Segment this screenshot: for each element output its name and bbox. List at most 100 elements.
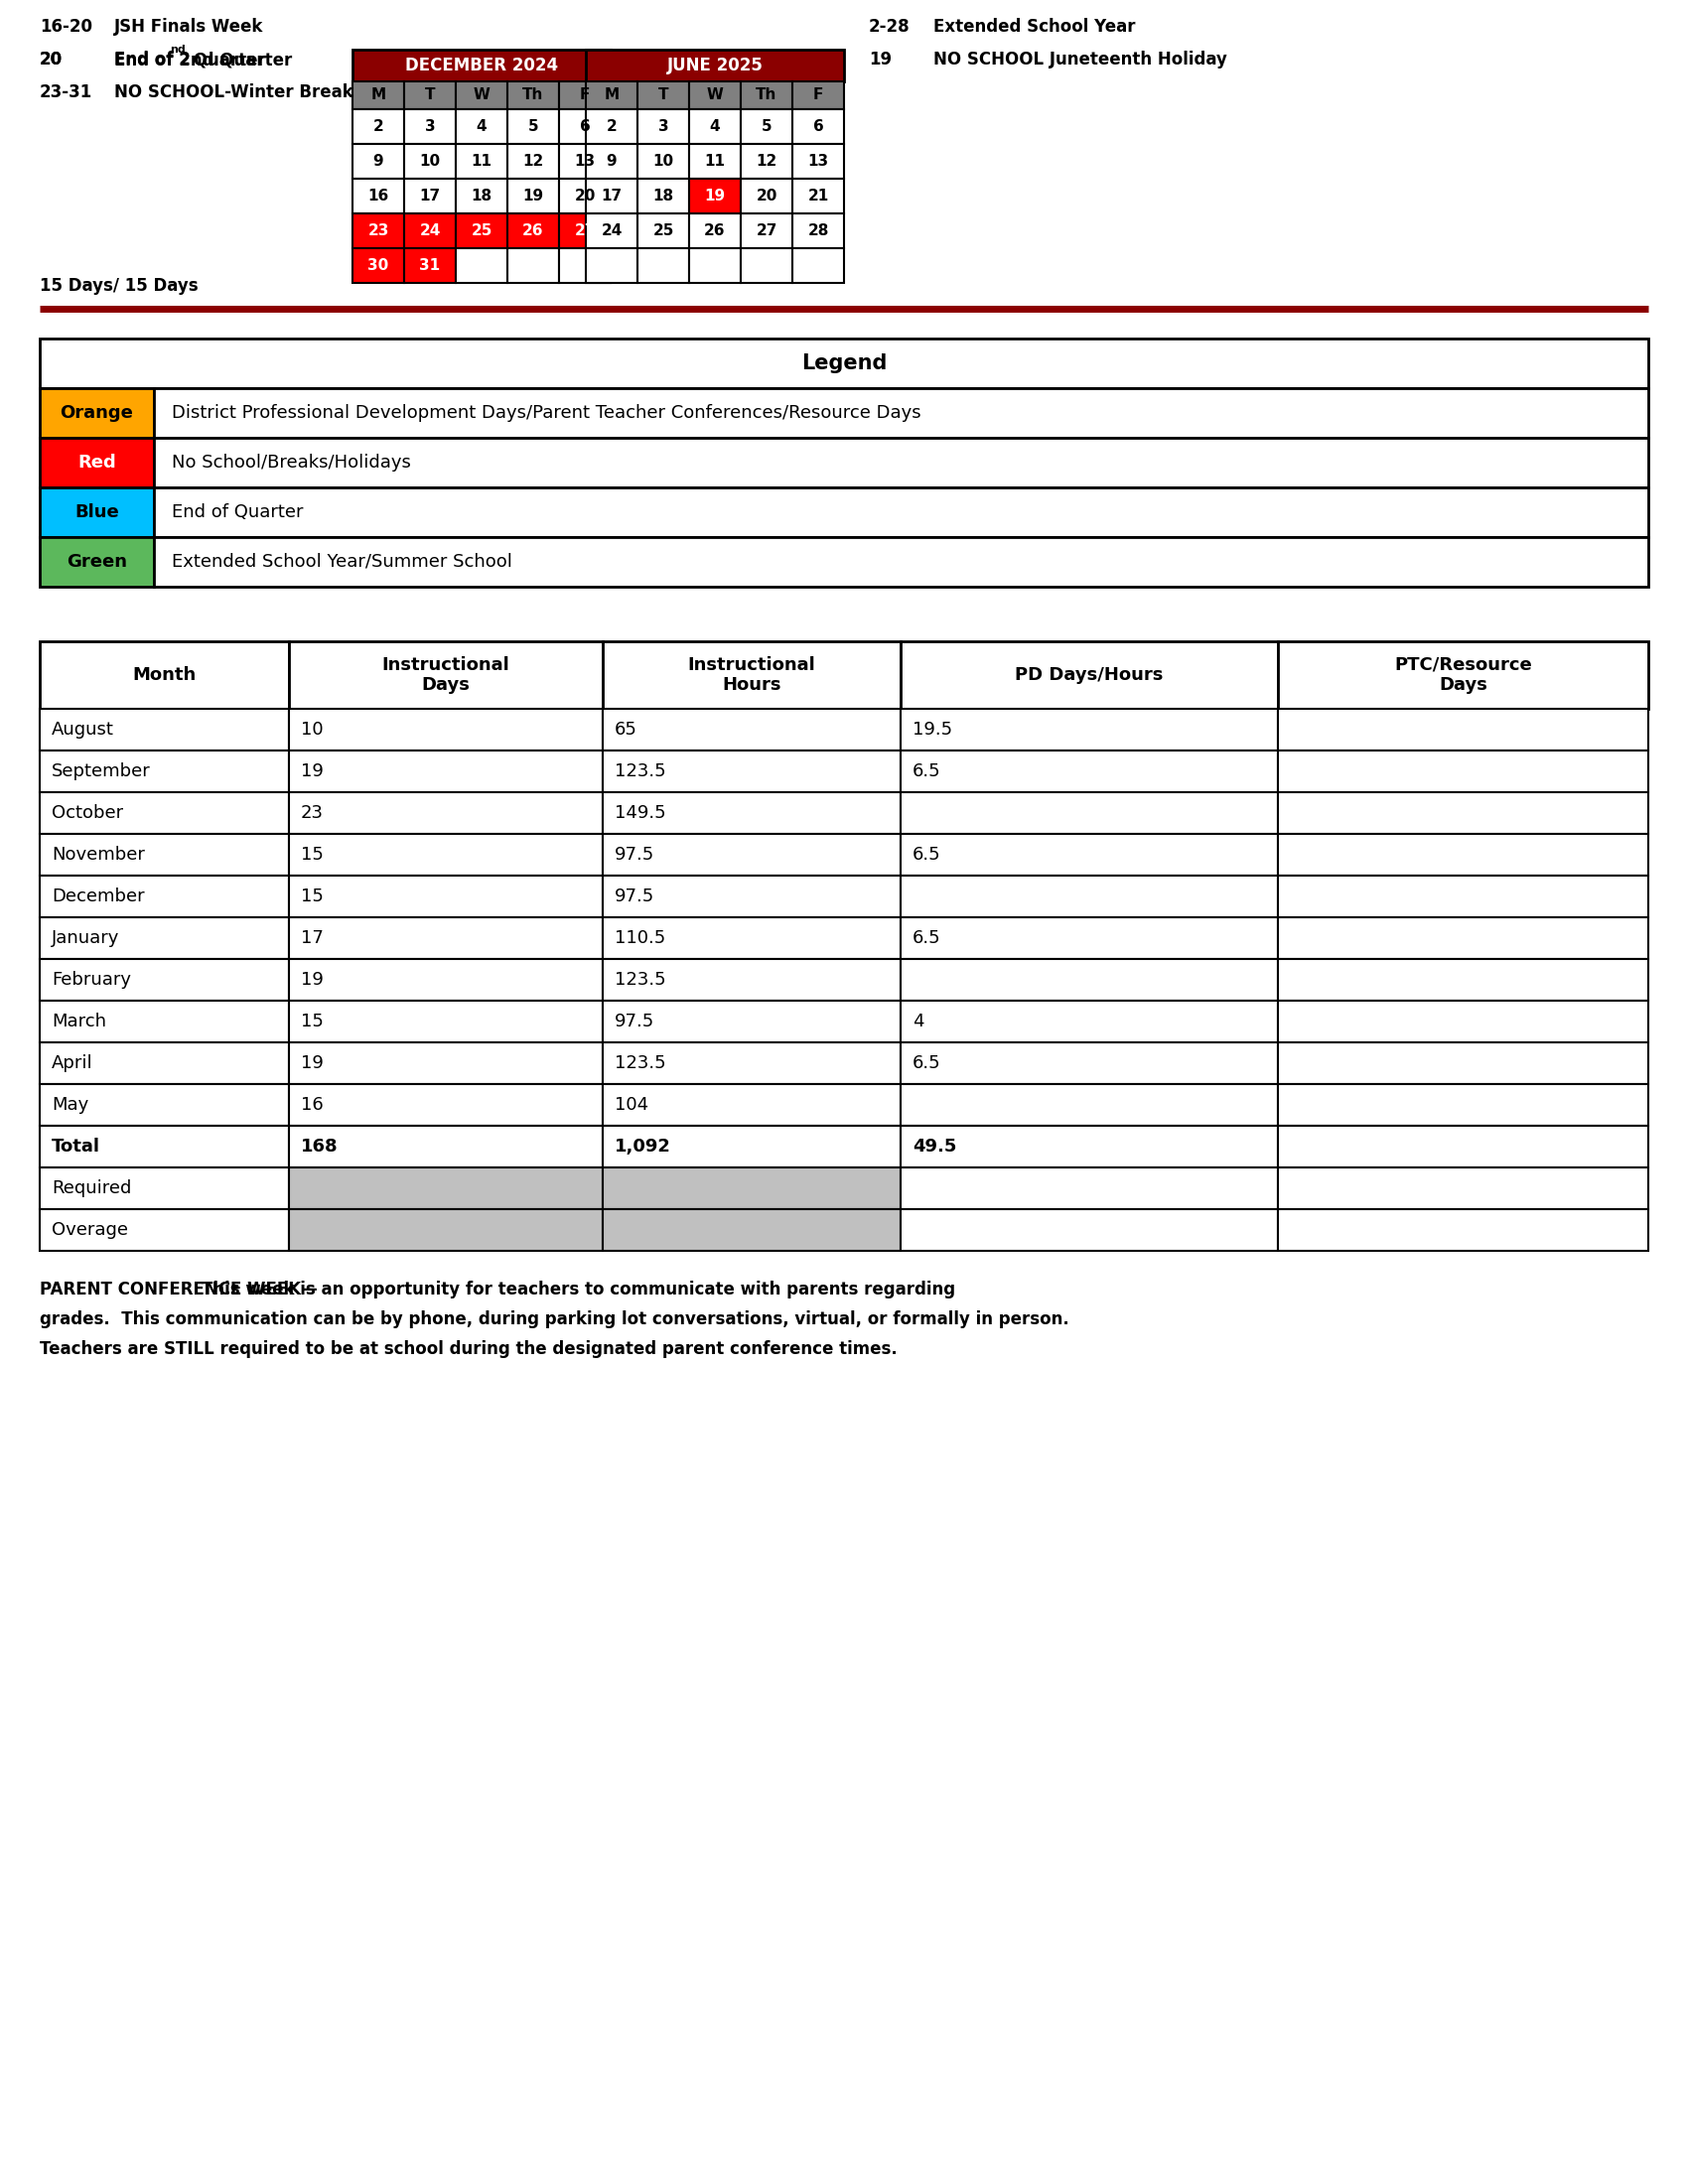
Text: 104: 104: [614, 1096, 648, 1114]
Text: March: March: [52, 1013, 106, 1031]
Text: October: October: [52, 804, 123, 821]
Text: 123.5: 123.5: [614, 1055, 665, 1072]
Text: 9: 9: [373, 153, 383, 168]
Text: 168: 168: [300, 1138, 338, 1155]
Text: 30: 30: [368, 258, 388, 273]
Bar: [289, 1210, 603, 1251]
Text: 26: 26: [704, 223, 726, 238]
Text: 2-28: 2-28: [869, 17, 910, 35]
Bar: [508, 214, 559, 249]
Bar: [1278, 642, 1647, 710]
Text: Month: Month: [132, 666, 196, 684]
Text: M: M: [604, 87, 619, 103]
Bar: [41, 389, 154, 437]
Bar: [41, 959, 289, 1000]
Text: Red: Red: [78, 454, 116, 472]
Text: 20: 20: [756, 188, 776, 203]
Bar: [741, 144, 792, 179]
Text: NO SCHOOL Juneteenth Holiday: NO SCHOOL Juneteenth Holiday: [933, 50, 1227, 68]
Bar: [603, 793, 900, 834]
Bar: [289, 1168, 603, 1210]
Text: 26: 26: [523, 223, 544, 238]
Bar: [41, 537, 154, 587]
Text: Teachers are STILL required to be at school during the designated parent confere: Teachers are STILL required to be at sch…: [41, 1341, 898, 1358]
Bar: [289, 1083, 603, 1125]
Text: 19: 19: [300, 972, 324, 989]
Bar: [289, 917, 603, 959]
Text: 6.5: 6.5: [912, 1055, 940, 1072]
Text: 4: 4: [709, 120, 721, 133]
Text: 13: 13: [574, 153, 596, 168]
Text: December: December: [52, 887, 145, 906]
Bar: [41, 1125, 289, 1168]
Bar: [154, 389, 1647, 437]
Text: 19: 19: [869, 50, 891, 68]
Text: 5: 5: [761, 120, 771, 133]
Bar: [1278, 1168, 1647, 1210]
Bar: [900, 751, 1278, 793]
Text: 18: 18: [471, 188, 493, 203]
Bar: [741, 179, 792, 214]
Bar: [289, 1125, 603, 1168]
Bar: [638, 214, 689, 249]
Bar: [603, 959, 900, 1000]
Bar: [1278, 1210, 1647, 1251]
Bar: [289, 793, 603, 834]
Bar: [1278, 710, 1647, 751]
Bar: [456, 144, 508, 179]
Text: 65: 65: [614, 721, 638, 738]
Text: January: January: [52, 928, 120, 948]
Bar: [41, 1168, 289, 1210]
Text: 23-31: 23-31: [41, 83, 93, 100]
Text: 9: 9: [606, 153, 616, 168]
Bar: [403, 214, 456, 249]
Bar: [289, 710, 603, 751]
Text: 6.5: 6.5: [912, 762, 940, 780]
Bar: [41, 793, 289, 834]
Text: JSH Finals Week: JSH Finals Week: [115, 17, 263, 35]
Bar: [900, 917, 1278, 959]
Bar: [41, 917, 289, 959]
Text: 16: 16: [300, 1096, 324, 1114]
Bar: [900, 1000, 1278, 1042]
Bar: [741, 249, 792, 284]
Bar: [456, 179, 508, 214]
Bar: [603, 876, 900, 917]
Bar: [456, 214, 508, 249]
Bar: [586, 50, 844, 81]
Text: 123.5: 123.5: [614, 762, 665, 780]
Text: 19: 19: [704, 188, 726, 203]
Bar: [638, 109, 689, 144]
Text: W: W: [473, 87, 490, 103]
Bar: [41, 1083, 289, 1125]
Bar: [689, 109, 741, 144]
Text: Blue: Blue: [74, 502, 120, 522]
Text: 10: 10: [653, 153, 674, 168]
Text: Th: Th: [756, 87, 776, 103]
Bar: [154, 537, 1647, 587]
Bar: [603, 1042, 900, 1083]
Bar: [508, 81, 559, 109]
Bar: [353, 249, 403, 284]
Bar: [603, 642, 900, 710]
Text: Overage: Overage: [52, 1221, 128, 1238]
Bar: [456, 249, 508, 284]
Bar: [403, 179, 456, 214]
Text: 110.5: 110.5: [614, 928, 665, 948]
Text: 17: 17: [300, 928, 324, 948]
Bar: [41, 339, 1647, 389]
Text: 97.5: 97.5: [614, 887, 655, 906]
Bar: [603, 1210, 900, 1251]
Bar: [289, 876, 603, 917]
Text: End of 2: End of 2: [115, 50, 191, 68]
Bar: [603, 1083, 900, 1125]
Bar: [741, 81, 792, 109]
Bar: [900, 642, 1278, 710]
Text: 19: 19: [300, 762, 324, 780]
Text: Required: Required: [52, 1179, 132, 1197]
Text: 19.5: 19.5: [912, 721, 952, 738]
Text: F: F: [579, 87, 591, 103]
Bar: [792, 249, 844, 284]
Text: 5: 5: [528, 120, 538, 133]
Bar: [900, 793, 1278, 834]
